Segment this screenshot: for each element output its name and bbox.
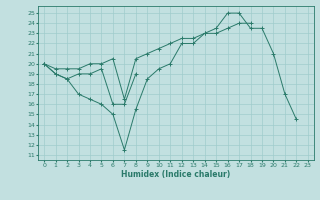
X-axis label: Humidex (Indice chaleur): Humidex (Indice chaleur) xyxy=(121,170,231,179)
